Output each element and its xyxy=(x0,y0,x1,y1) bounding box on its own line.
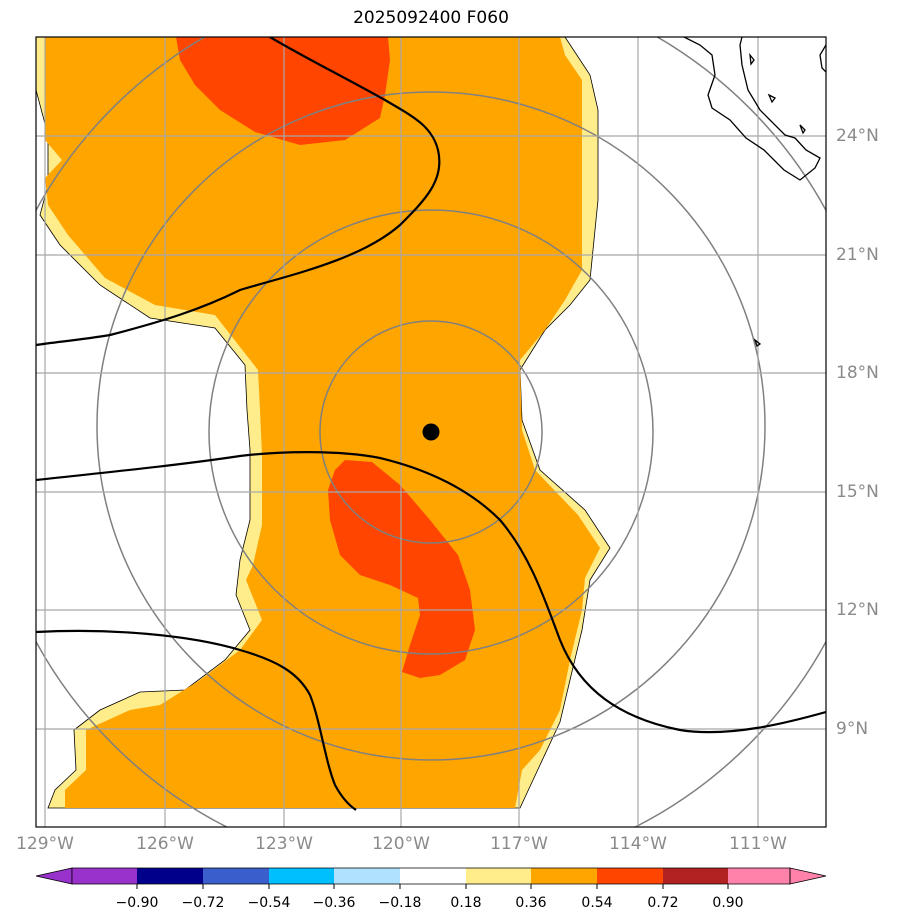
map-area xyxy=(36,37,826,827)
colorbar-tick-label: −0.18 xyxy=(378,895,422,911)
lon-label-111w: 111°W xyxy=(729,834,787,854)
lon-label-117w: 117°W xyxy=(490,834,548,854)
colorbar-tick-label: −0.36 xyxy=(312,895,356,911)
field-band-0.36 xyxy=(45,37,600,808)
storm-center-marker xyxy=(422,423,440,441)
lon-label-123w: 123°W xyxy=(255,834,313,854)
colorbar-tick-label: −0.72 xyxy=(181,895,225,911)
lat-label-9n: 9°N xyxy=(836,719,869,739)
map-frame xyxy=(35,36,827,828)
coastline xyxy=(683,37,826,348)
contour-lines xyxy=(36,37,826,811)
colorbar-tick-label: 0.18 xyxy=(450,895,482,911)
colorbar-tick-label: −0.90 xyxy=(115,895,159,911)
map-title: 2025092400 F060 xyxy=(353,8,509,28)
lat-label-24n: 24°N xyxy=(836,126,879,146)
colorbar-tick-label: 0.54 xyxy=(581,895,613,911)
graticule xyxy=(36,37,826,827)
lon-label-126w: 126°W xyxy=(136,834,194,854)
lat-label-21n: 21°N xyxy=(836,245,879,265)
lon-label-120w: 120°W xyxy=(372,834,430,854)
lat-label-12n: 12°N xyxy=(836,600,879,620)
colorbar-tick-label: 0.36 xyxy=(515,895,547,911)
lat-label-18n: 18°N xyxy=(836,363,879,383)
lon-label-114w: 114°W xyxy=(609,834,667,854)
colorbar-tick-label: −0.54 xyxy=(247,895,291,911)
range-rings xyxy=(36,37,826,827)
colorbar xyxy=(35,867,827,889)
colorbar-tick-label: 0.90 xyxy=(712,895,744,911)
field-band-0.54-north xyxy=(176,37,390,145)
lat-label-15n: 15°N xyxy=(836,482,879,502)
colorbar-tick-label: 0.72 xyxy=(647,895,679,911)
lon-label-129w: 129°W xyxy=(16,834,74,854)
